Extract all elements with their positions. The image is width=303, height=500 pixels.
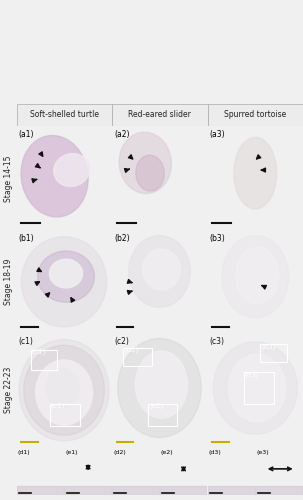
Ellipse shape bbox=[135, 351, 188, 418]
Ellipse shape bbox=[234, 137, 277, 209]
Text: Spurred tortoise: Spurred tortoise bbox=[224, 110, 286, 119]
Ellipse shape bbox=[228, 354, 286, 422]
Bar bbox=[124, 348, 152, 366]
Bar bbox=[244, 372, 275, 404]
Text: Stage 22-23: Stage 22-23 bbox=[4, 367, 13, 414]
Text: (d3): (d3) bbox=[208, 450, 221, 455]
Ellipse shape bbox=[36, 360, 92, 425]
Text: (d1): (d1) bbox=[32, 348, 46, 355]
Text: (a1): (a1) bbox=[18, 130, 34, 139]
Bar bbox=[148, 404, 177, 426]
Text: (e1): (e1) bbox=[51, 402, 65, 409]
Text: (a3): (a3) bbox=[209, 130, 225, 139]
Bar bbox=[50, 404, 80, 426]
Text: (b2): (b2) bbox=[114, 234, 130, 242]
Bar bbox=[65, 486, 112, 495]
Text: (b1): (b1) bbox=[18, 234, 34, 242]
Text: (e2): (e2) bbox=[149, 402, 163, 409]
Text: (d2): (d2) bbox=[125, 346, 139, 353]
Bar bbox=[260, 344, 287, 362]
Ellipse shape bbox=[19, 340, 109, 441]
Bar bbox=[112, 104, 208, 126]
Bar bbox=[160, 486, 207, 495]
Ellipse shape bbox=[142, 249, 180, 290]
Text: (e3): (e3) bbox=[256, 450, 269, 455]
Text: (a2): (a2) bbox=[114, 130, 129, 139]
Text: (d2): (d2) bbox=[113, 450, 126, 455]
Bar bbox=[208, 486, 255, 495]
Ellipse shape bbox=[54, 154, 90, 186]
Text: (d1): (d1) bbox=[18, 450, 30, 455]
Bar bbox=[112, 486, 159, 495]
Ellipse shape bbox=[119, 132, 171, 194]
Bar bbox=[17, 486, 64, 495]
Text: (e3): (e3) bbox=[245, 371, 259, 378]
Text: Stage 14-15: Stage 14-15 bbox=[4, 155, 13, 202]
Bar bbox=[255, 486, 303, 495]
Ellipse shape bbox=[45, 368, 79, 408]
Bar bbox=[208, 104, 303, 126]
Text: (e1): (e1) bbox=[65, 450, 78, 455]
Bar bbox=[31, 350, 58, 370]
Ellipse shape bbox=[38, 251, 95, 302]
Ellipse shape bbox=[21, 136, 88, 217]
Text: (c2): (c2) bbox=[114, 338, 129, 346]
Ellipse shape bbox=[136, 155, 164, 191]
Bar bbox=[17, 104, 112, 126]
Text: (e2): (e2) bbox=[161, 450, 173, 455]
Text: (c3): (c3) bbox=[209, 338, 225, 346]
Ellipse shape bbox=[236, 248, 279, 304]
Text: Stage 18-19: Stage 18-19 bbox=[4, 258, 13, 305]
Ellipse shape bbox=[22, 236, 107, 327]
Ellipse shape bbox=[49, 259, 83, 288]
Text: Soft-shelled turtle: Soft-shelled turtle bbox=[30, 110, 99, 119]
Text: (b3): (b3) bbox=[209, 234, 225, 242]
Ellipse shape bbox=[222, 236, 289, 318]
Text: (c1): (c1) bbox=[18, 338, 33, 346]
Ellipse shape bbox=[118, 338, 201, 438]
Text: Red-eared slider: Red-eared slider bbox=[128, 110, 191, 119]
Ellipse shape bbox=[24, 345, 105, 435]
Ellipse shape bbox=[213, 342, 297, 434]
Text: (d3): (d3) bbox=[261, 343, 275, 349]
Ellipse shape bbox=[129, 236, 190, 308]
